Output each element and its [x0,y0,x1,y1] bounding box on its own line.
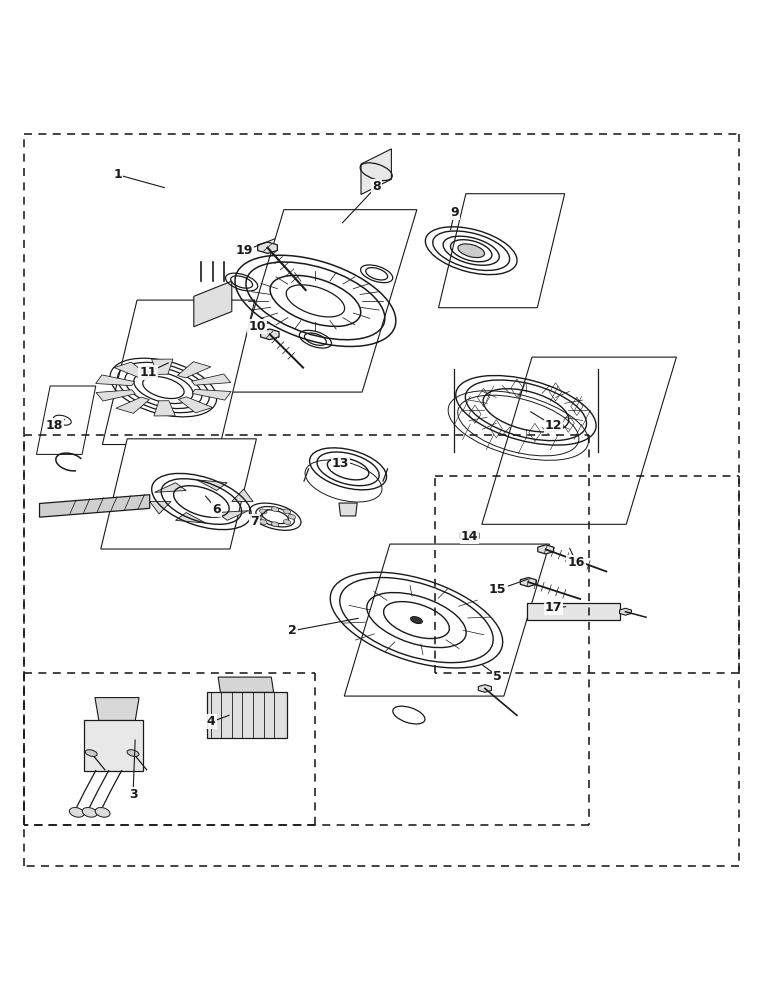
Text: 3: 3 [128,788,138,801]
Polygon shape [40,495,150,517]
Polygon shape [103,300,255,445]
Text: 10: 10 [248,320,266,333]
Polygon shape [192,389,231,400]
Text: 9: 9 [450,206,459,219]
Polygon shape [478,685,492,692]
Text: 15: 15 [489,583,507,596]
Text: 17: 17 [544,601,562,614]
Polygon shape [154,401,176,416]
Ellipse shape [283,509,290,514]
Ellipse shape [283,520,290,524]
Text: 14: 14 [461,530,479,543]
Polygon shape [461,530,479,541]
Text: 4: 4 [207,715,216,728]
Ellipse shape [255,514,262,519]
Text: 5: 5 [493,670,502,683]
Polygon shape [176,513,206,523]
Polygon shape [619,608,632,615]
Text: 16: 16 [568,556,584,569]
Polygon shape [258,242,277,253]
Polygon shape [114,362,148,378]
Text: 7: 7 [250,515,259,528]
Ellipse shape [464,533,475,538]
Polygon shape [339,503,357,516]
Text: 6: 6 [212,503,221,516]
Polygon shape [101,439,256,549]
Ellipse shape [82,808,97,817]
Polygon shape [96,375,135,386]
Ellipse shape [410,617,423,624]
Polygon shape [538,545,553,554]
Polygon shape [232,489,253,502]
Polygon shape [192,374,231,385]
Text: 18: 18 [46,419,63,432]
Polygon shape [218,677,274,692]
Polygon shape [177,362,211,378]
Text: 2: 2 [288,624,297,637]
Polygon shape [482,357,676,524]
Polygon shape [48,413,77,428]
Polygon shape [151,359,173,374]
Polygon shape [95,698,139,720]
Polygon shape [150,502,171,514]
Polygon shape [84,720,143,771]
Ellipse shape [85,750,97,756]
Polygon shape [527,603,620,620]
Ellipse shape [458,244,485,258]
Text: 1: 1 [113,168,122,181]
Ellipse shape [288,514,296,519]
Text: 12: 12 [544,419,562,432]
Ellipse shape [260,509,267,514]
Polygon shape [261,329,279,340]
Ellipse shape [271,507,279,512]
Ellipse shape [260,520,267,524]
Polygon shape [96,390,135,401]
Polygon shape [207,692,287,738]
Text: 11: 11 [139,366,157,379]
Polygon shape [217,511,249,520]
Ellipse shape [271,522,279,527]
Polygon shape [197,480,227,490]
Polygon shape [344,544,549,696]
Polygon shape [194,281,232,327]
Polygon shape [230,210,416,392]
Polygon shape [521,578,536,587]
Text: 8: 8 [372,180,381,193]
Ellipse shape [95,808,110,817]
Polygon shape [154,483,186,492]
Polygon shape [36,386,96,454]
Polygon shape [179,397,213,413]
Ellipse shape [127,750,139,756]
Text: 13: 13 [332,457,349,470]
Polygon shape [361,149,391,194]
Text: 19: 19 [236,244,253,257]
Polygon shape [439,194,565,308]
Polygon shape [116,397,150,413]
Ellipse shape [69,808,84,817]
